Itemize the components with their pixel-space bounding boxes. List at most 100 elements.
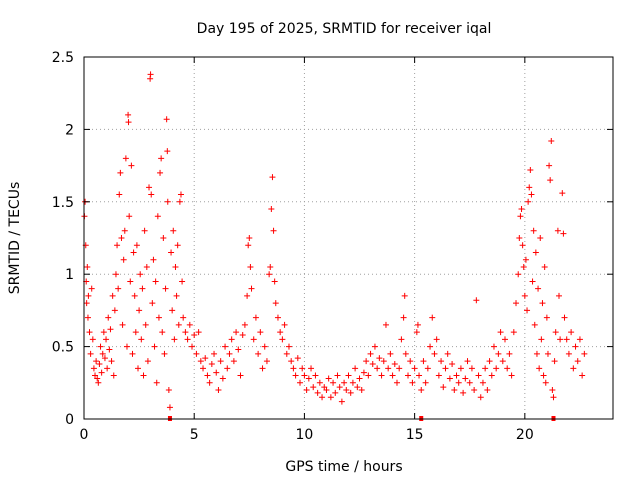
data-point	[269, 174, 276, 181]
data-point	[446, 375, 453, 382]
data-point	[164, 198, 171, 205]
data-point	[131, 292, 138, 299]
data-point	[146, 184, 153, 191]
data-point	[144, 358, 151, 365]
data-point	[547, 177, 554, 184]
data-point	[455, 379, 462, 386]
data-point	[228, 336, 235, 343]
data-point	[237, 372, 244, 379]
data-point	[308, 365, 315, 372]
data-point	[197, 358, 204, 365]
x-tick-labels: 0 5 10 15 20	[80, 427, 534, 443]
data-point	[241, 321, 248, 328]
data-point	[338, 398, 345, 405]
data-point	[173, 292, 180, 299]
data-point	[152, 278, 159, 285]
data-point	[271, 278, 278, 285]
data-point	[138, 336, 145, 343]
data-point	[266, 271, 273, 278]
data-point	[572, 343, 579, 350]
data-point	[235, 346, 242, 353]
data-point	[170, 227, 177, 234]
data-point	[540, 372, 547, 379]
data-point	[369, 360, 376, 367]
data-point	[560, 230, 567, 237]
axis-ticks	[83, 56, 613, 420]
data-point	[499, 358, 506, 365]
data-point	[538, 336, 545, 343]
y-tick-label: 0	[65, 412, 74, 428]
data-point	[247, 263, 254, 270]
data-point	[246, 235, 253, 241]
y-tick-label: 0.5	[52, 340, 74, 356]
data-point	[141, 227, 148, 234]
data-point	[132, 329, 139, 336]
data-point	[414, 321, 421, 328]
data-point	[517, 213, 524, 220]
data-point	[360, 369, 367, 376]
data-point	[574, 358, 581, 365]
data-point	[110, 372, 117, 379]
grid-lines	[84, 57, 613, 419]
data-point	[411, 365, 418, 372]
data-point	[407, 358, 414, 365]
data-point	[576, 336, 583, 343]
data-point	[442, 365, 449, 372]
data-point	[135, 365, 142, 372]
data-point	[288, 358, 295, 365]
data-point	[157, 169, 164, 176]
plot-frame	[83, 56, 614, 420]
data-point	[435, 372, 442, 379]
x-tick-label: 15	[406, 427, 424, 443]
data-point	[522, 256, 529, 263]
data-point	[274, 314, 281, 321]
data-point	[334, 372, 341, 379]
data-point	[140, 372, 147, 379]
data-point	[367, 350, 374, 357]
data-point	[393, 379, 400, 386]
data-point	[270, 227, 277, 234]
data-point	[299, 365, 306, 372]
data-point	[460, 389, 467, 396]
data-point	[281, 321, 288, 328]
data-point	[189, 343, 196, 350]
data-point	[88, 285, 95, 292]
data-point	[115, 285, 122, 292]
y-tick-label: 1	[65, 267, 74, 283]
data-point	[118, 235, 125, 241]
data-point	[151, 343, 158, 350]
data-point	[323, 387, 330, 394]
data-point	[107, 326, 114, 333]
data-point	[290, 365, 297, 372]
data-point	[319, 394, 326, 401]
data-point	[526, 184, 533, 191]
data-point	[283, 350, 290, 357]
data-point	[468, 365, 475, 372]
data-point	[316, 379, 323, 386]
data-point	[292, 372, 299, 379]
data-point	[479, 379, 486, 386]
data-point	[245, 242, 252, 249]
data-point	[539, 300, 546, 307]
data-point	[521, 292, 528, 299]
data-point	[382, 321, 389, 328]
data-point	[486, 358, 493, 365]
data-point	[125, 119, 132, 126]
data-point	[103, 336, 110, 343]
data-point	[164, 148, 171, 155]
data-point	[420, 358, 427, 365]
data-point	[154, 213, 161, 220]
data-point	[336, 384, 343, 391]
data-point	[100, 329, 107, 336]
data-point	[533, 350, 540, 357]
data-point	[424, 365, 431, 372]
data-point	[504, 365, 511, 372]
data-point	[554, 227, 561, 234]
data-point	[89, 336, 96, 343]
data-point	[530, 227, 537, 234]
data-point	[555, 292, 562, 299]
data-point	[376, 355, 383, 362]
data-point	[493, 365, 500, 372]
data-point	[363, 358, 370, 365]
